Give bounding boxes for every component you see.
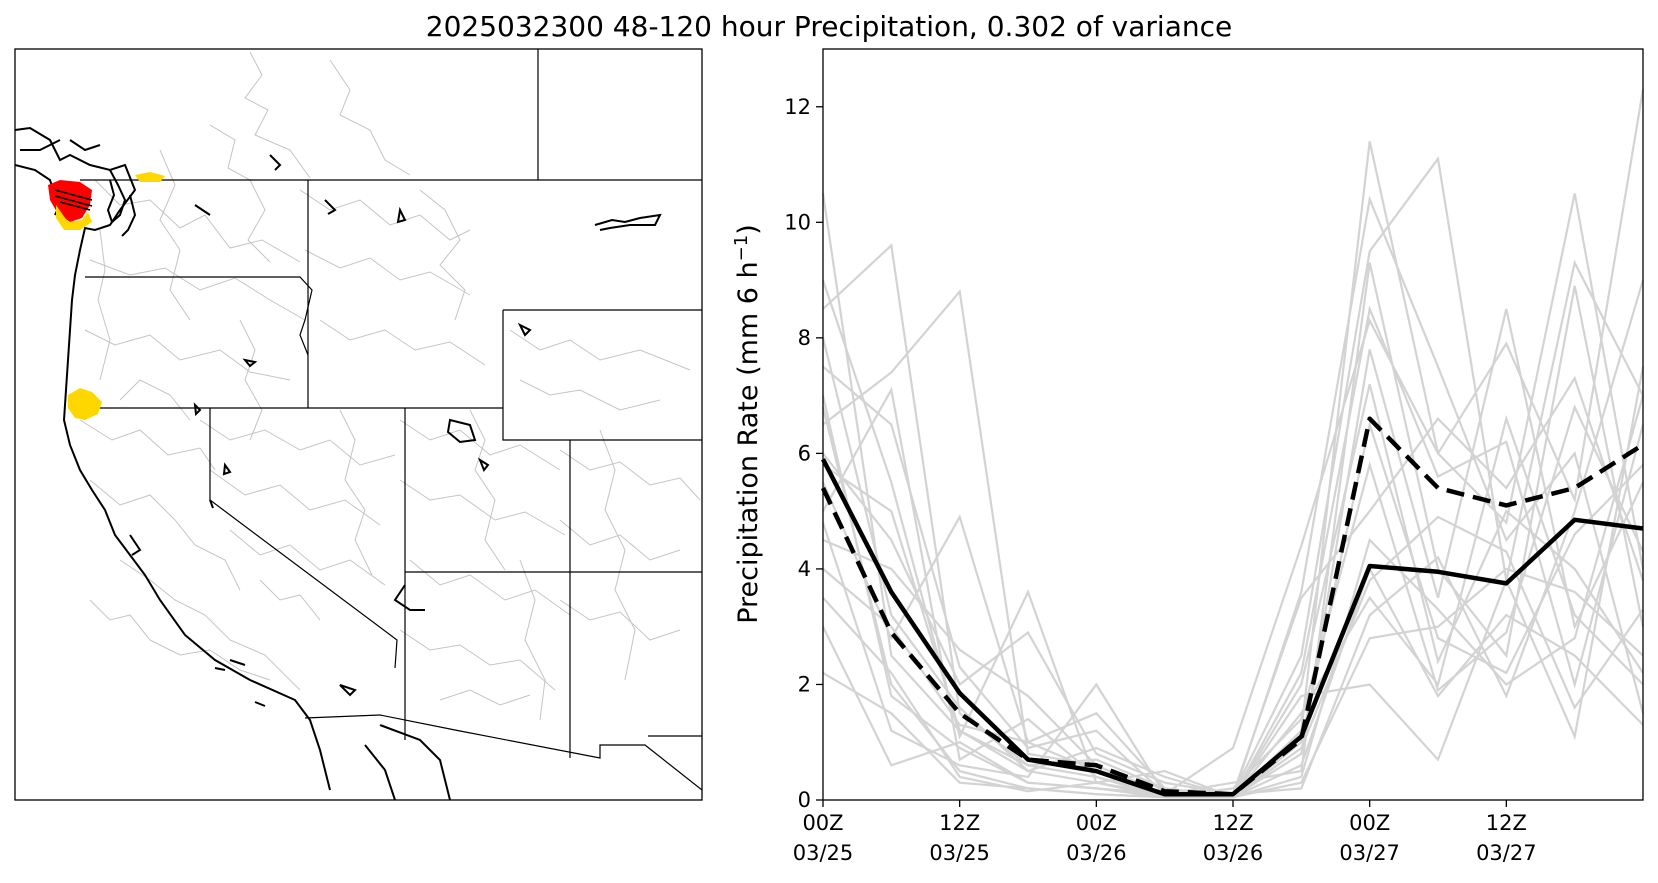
- member-line: [821, 305, 1645, 799]
- member-line: [822, 404, 1644, 799]
- member-line: [821, 414, 1644, 799]
- y-tick-label: 2: [798, 672, 811, 696]
- highlighted-basins: [48, 172, 165, 420]
- yellow-basin-puget: [135, 172, 165, 182]
- y-tick-label: 4: [798, 557, 811, 581]
- figure-title: 2025032300 48-120 hour Precipitation, 0.…: [425, 10, 1233, 43]
- y-tick-label: 10: [784, 210, 811, 234]
- x-tick-label-time: 00Z: [1349, 811, 1390, 835]
- ensemble-members: [821, 89, 1645, 799]
- x-tick-label-time: 12Z: [1486, 811, 1527, 835]
- x-tick-label-date: 03/25: [793, 841, 854, 865]
- x-tick-label-date: 03/26: [1066, 841, 1127, 865]
- map-panel: [14, 48, 703, 801]
- yellow-basin-klamath: [68, 388, 102, 420]
- mean-lines: [820, 416, 1645, 797]
- y-tick-label: 6: [798, 441, 811, 465]
- yellow-basin-north: [56, 205, 92, 230]
- x-tick-label-time: 00Z: [1076, 811, 1117, 835]
- x-axis: 00Z 03/25 12Z 03/25 00Z 03/26 12Z 03/26 00Z 03/27…: [793, 800, 1537, 865]
- coastline: [15, 126, 662, 800]
- member-line: [822, 395, 1645, 799]
- y-tick-label: 0: [798, 788, 811, 812]
- state-borders: [70, 49, 702, 791]
- member-line: [822, 156, 1644, 799]
- solid-mean-line: [820, 458, 1644, 797]
- x-tick-label-date: 03/25: [929, 841, 990, 865]
- y-tick-label: 8: [798, 326, 811, 350]
- x-tick-label-date: 03/26: [1203, 841, 1264, 865]
- y-axis-label: Precipitation Rate (mm 6 h−1): [731, 224, 764, 624]
- member-line: [822, 89, 1645, 796]
- member-line: [821, 195, 1645, 799]
- x-tick-label-time: 12Z: [1212, 811, 1253, 835]
- member-line: [821, 308, 1644, 799]
- y-tick-label: 12: [784, 95, 811, 119]
- chart-panel: 0 2 4 6 8 10 12 00Z 03/25 12Z 03/25 00Z 03/26 12Z 03/…: [731, 48, 1645, 865]
- map-frame: [14, 48, 703, 801]
- y-axis: 0 2 4 6 8 10 12: [784, 95, 823, 812]
- x-tick-label-date: 03/27: [1476, 841, 1537, 865]
- x-tick-label-time: 12Z: [939, 811, 980, 835]
- dashed-mean-line: [820, 416, 1645, 797]
- x-tick-label-time: 00Z: [802, 811, 843, 835]
- member-line: [822, 262, 1645, 796]
- x-tick-label-date: 03/27: [1339, 841, 1400, 865]
